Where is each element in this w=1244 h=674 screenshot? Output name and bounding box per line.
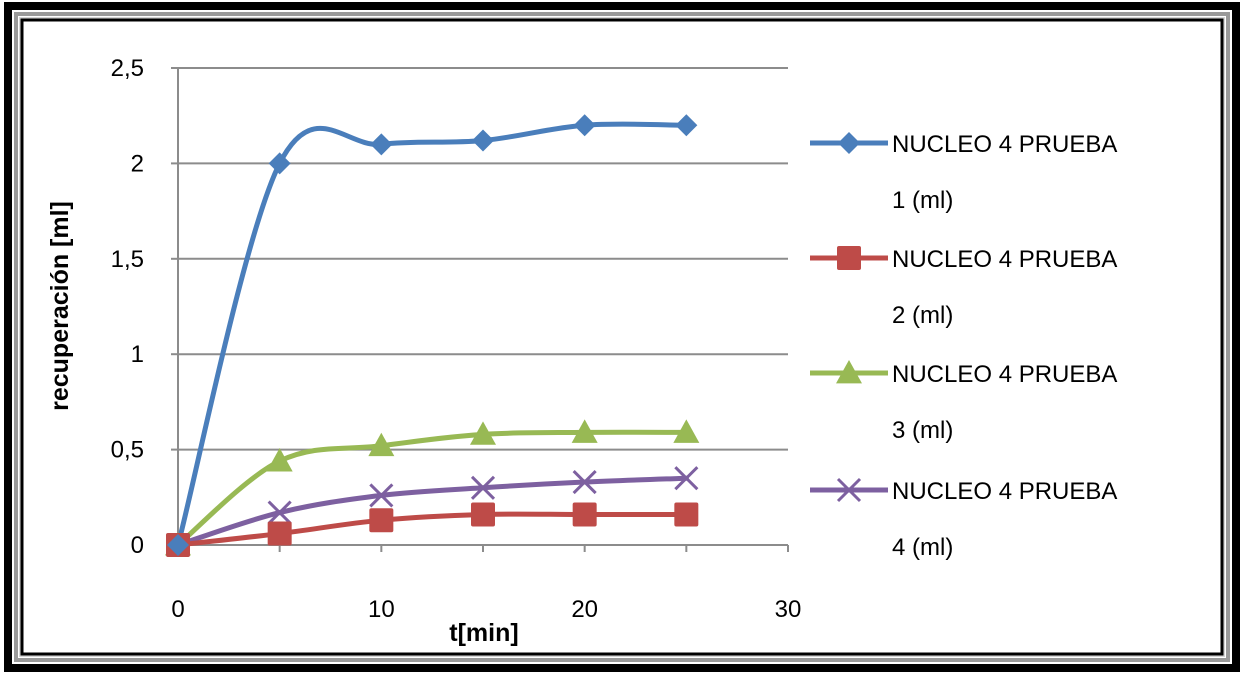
legend: NUCLEO 4 PRUEBA 1 (ml) NUCLEO 4 PRUEBA 2 (m…: [810, 131, 1117, 561]
series-line-3: [175, 429, 689, 548]
y-tick-label: 2,5: [111, 55, 144, 82]
legend-label-line2: 1 (ml): [892, 187, 953, 214]
data-point-series-4: [674, 466, 699, 491]
legend-item-4: NUCLEO 4 PRUEBA 4 (ml): [810, 477, 1117, 561]
data-point-series-2: [471, 502, 495, 527]
data-point-series-3: [673, 419, 700, 443]
legend-marker: [836, 360, 862, 384]
data-point-series-4: [267, 500, 292, 525]
data-point-series-1: [472, 129, 494, 152]
data-point-series-1: [167, 534, 189, 556]
y-tick-label: 1: [131, 341, 144, 368]
data-point-series-3: [266, 448, 293, 472]
series-line-4: [175, 475, 689, 548]
x-axis-title: t[min]: [449, 619, 518, 647]
legend-marker: [836, 477, 862, 503]
data-point-series-3: [368, 432, 395, 457]
legend-label-line2: 3 (ml): [892, 417, 953, 444]
legend-label-line1: NUCLEO 4 PRUEBA: [892, 246, 1117, 273]
x-tick-label: 0: [171, 596, 184, 623]
legend-label-line2: 4 (ml): [892, 534, 953, 561]
legend-marker: [837, 246, 861, 270]
legend-label-line1: NUCLEO 4 PRUEBA: [892, 131, 1117, 158]
data-point-series-1: [675, 114, 698, 137]
legend-marker: [838, 132, 860, 154]
series-markers: [165, 114, 700, 558]
data-point-series-1: [268, 152, 291, 175]
x-tick-label: 20: [571, 596, 598, 623]
data-point-series-1: [573, 114, 596, 137]
y-axis-title: recuperación [ml]: [46, 201, 74, 411]
legend-label-line2: 2 (ml): [892, 302, 953, 329]
x-tick-label: 30: [775, 596, 802, 623]
data-point-series-4: [470, 475, 496, 500]
data-point-series-1: [370, 133, 393, 156]
legend-item-1: NUCLEO 4 PRUEBA 1 (ml): [810, 131, 1117, 214]
y-tick-label: 0: [131, 532, 144, 559]
data-point-series-2: [267, 521, 292, 546]
y-tick-label: 2: [131, 150, 144, 177]
data-point-series-2: [674, 502, 699, 527]
data-point-series-4: [369, 483, 394, 508]
legend-label-line1: NUCLEO 4 PRUEBA: [892, 361, 1117, 388]
x-tick-label: 10: [368, 596, 395, 623]
tick-labels: 0 0,5 1 1,5 2 2,5 0 10 20 30: [111, 55, 802, 623]
data-point-series-3: [571, 419, 598, 443]
legend-item-2: NUCLEO 4 PRUEBA 2 (ml): [810, 246, 1117, 329]
y-tick-label: 1,5: [111, 246, 144, 273]
data-point-series-4: [572, 469, 597, 495]
data-point-series-2: [369, 508, 394, 533]
y-tick-label: 0,5: [111, 437, 144, 464]
legend-item-3: NUCLEO 4 PRUEBA 3 (ml): [810, 360, 1117, 444]
legend-label-line1: NUCLEO 4 PRUEBA: [892, 478, 1117, 505]
data-point-series-3: [470, 421, 496, 445]
data-point-series-2: [572, 502, 597, 527]
